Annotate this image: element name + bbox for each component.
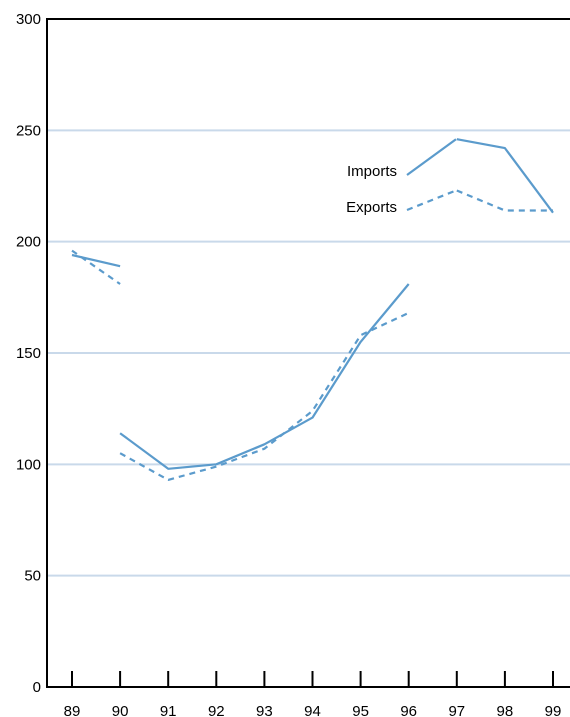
- x-tick-label: 93: [256, 703, 273, 717]
- legend-key-imports: [406, 138, 457, 176]
- y-tick-label: 300: [16, 11, 41, 28]
- imports-line-segment: [119, 283, 410, 470]
- legend-label-imports: Imports: [347, 163, 397, 180]
- x-tick-label: 95: [352, 703, 369, 717]
- exports-line-segment: [119, 311, 410, 481]
- x-tick-label: 92: [208, 703, 225, 717]
- x-tick-label: 96: [400, 703, 417, 717]
- gridlines: [47, 129, 570, 577]
- y-tick-label: 150: [16, 345, 41, 362]
- y-tick-label: 100: [16, 456, 41, 473]
- x-tick-label: 89: [64, 703, 81, 717]
- legend-key-exports: [406, 189, 457, 212]
- imports-line-segment: [456, 138, 554, 214]
- x-tick-label: 90: [112, 703, 129, 717]
- x-tick-label: 91: [160, 703, 177, 717]
- series-lines: [71, 138, 554, 481]
- axes: 0 50 100 150 200 250 300 89 90 91 92 93 94 95 96 97 98 99: [16, 11, 570, 717]
- y-tick-label: 0: [33, 679, 41, 696]
- y-tick-label: 50: [24, 568, 41, 585]
- x-tick-label: 94: [304, 703, 321, 717]
- x-tick-label: 98: [497, 703, 514, 717]
- x-tick-label: 99: [545, 703, 562, 717]
- y-tick-label: 250: [16, 122, 41, 139]
- legend-label-exports: Exports: [346, 199, 397, 216]
- legend: Imports Exports: [346, 138, 457, 216]
- exports-line-segment: [71, 249, 121, 285]
- imports-line-segment: [71, 253, 121, 268]
- y-tick-label: 200: [16, 234, 41, 251]
- x-tick-label: 97: [448, 703, 465, 717]
